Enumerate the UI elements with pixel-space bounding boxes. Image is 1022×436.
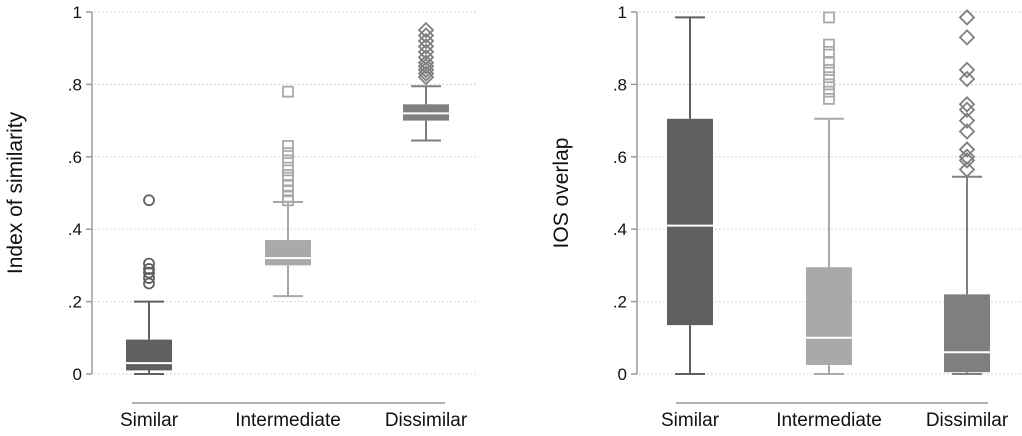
y-tick-label: .6	[613, 148, 627, 167]
outlier-point	[958, 148, 976, 166]
box-iqr	[944, 294, 990, 373]
outlier-point	[958, 70, 976, 88]
outlier-point	[417, 61, 435, 79]
outlier-point	[417, 21, 435, 39]
y-tick-label: .2	[613, 293, 627, 312]
x-category-label: Intermediate	[235, 410, 341, 431]
outlier-point	[823, 11, 835, 24]
outlier-point	[417, 68, 435, 86]
x-category-label: Dissimilar	[385, 410, 468, 431]
y-axis-label: IOS overlap	[550, 138, 573, 249]
outlier-point	[143, 277, 155, 290]
x-category-label: Similar	[120, 410, 179, 431]
x-category-label: Similar	[661, 410, 720, 431]
box-similar	[126, 194, 172, 375]
box-iqr	[126, 339, 172, 371]
outlier-point	[143, 263, 155, 275]
outlier-point	[823, 64, 835, 76]
outlier-point	[823, 78, 835, 91]
outlier-point	[282, 85, 294, 98]
outlier-point	[143, 257, 155, 270]
outlier-point	[958, 161, 976, 178]
y-tick-label: 0	[73, 365, 82, 384]
box-iqr	[667, 118, 713, 326]
outlier-point	[958, 112, 976, 129]
outlier-point	[958, 101, 976, 119]
box-similar	[667, 16, 713, 375]
outlier-point	[417, 48, 435, 66]
y-tick-label: .8	[68, 75, 82, 94]
y-tick-label: .8	[613, 75, 627, 94]
x-category-label: Dissimilar	[926, 410, 1009, 431]
y-tick-label: 1	[618, 3, 627, 22]
box-intermediate	[806, 11, 852, 375]
outlier-point	[823, 92, 835, 105]
outlier-point	[958, 61, 976, 79]
y-axis-label: Index of similarity	[4, 111, 27, 274]
outlier-point	[282, 154, 294, 167]
y-tick-label: .4	[68, 220, 82, 239]
outlier-point	[282, 161, 294, 174]
y-tick-label: 1	[73, 3, 82, 22]
outlier-point	[823, 56, 835, 69]
box-intermediate	[265, 85, 311, 298]
outlier-point	[143, 272, 155, 284]
outlier-point	[823, 38, 835, 51]
outlier-point	[282, 140, 294, 152]
outlier-point	[823, 71, 835, 84]
outlier-point	[417, 27, 435, 44]
chart-panel-1: 0 .2 .4 .6 .8 1 Index of similarity Similar Inte…	[4, 3, 478, 431]
outlier-point	[282, 147, 294, 160]
box-iqr	[806, 267, 852, 365]
box-dissimilar	[944, 9, 990, 375]
chart-panel-2: 0 .2 .4 .6 .8 1 IOS overlap Similar Intermediate…	[550, 3, 1022, 431]
outlier-point	[823, 45, 835, 58]
box-dissimilar	[403, 21, 449, 142]
outlier-point	[417, 38, 435, 55]
y-tick-label: 0	[618, 365, 627, 384]
outlier-point	[143, 194, 155, 207]
outlier-point	[282, 194, 294, 207]
outlier-point	[958, 96, 976, 113]
y-tick-label: .4	[613, 220, 627, 239]
y-tick-label: .2	[68, 293, 82, 312]
outlier-point	[417, 58, 435, 75]
box-iqr	[265, 240, 311, 266]
outlier-point	[823, 85, 835, 98]
outlier-point	[958, 152, 976, 169]
outlier-point	[958, 141, 976, 158]
outlier-point	[958, 9, 976, 26]
outlier-point	[958, 29, 976, 46]
outlier-point	[958, 123, 976, 140]
y-tick-label: .6	[68, 148, 82, 167]
outlier-point	[417, 65, 435, 82]
outlier-point	[417, 32, 435, 50]
x-category-label: Intermediate	[776, 410, 882, 431]
